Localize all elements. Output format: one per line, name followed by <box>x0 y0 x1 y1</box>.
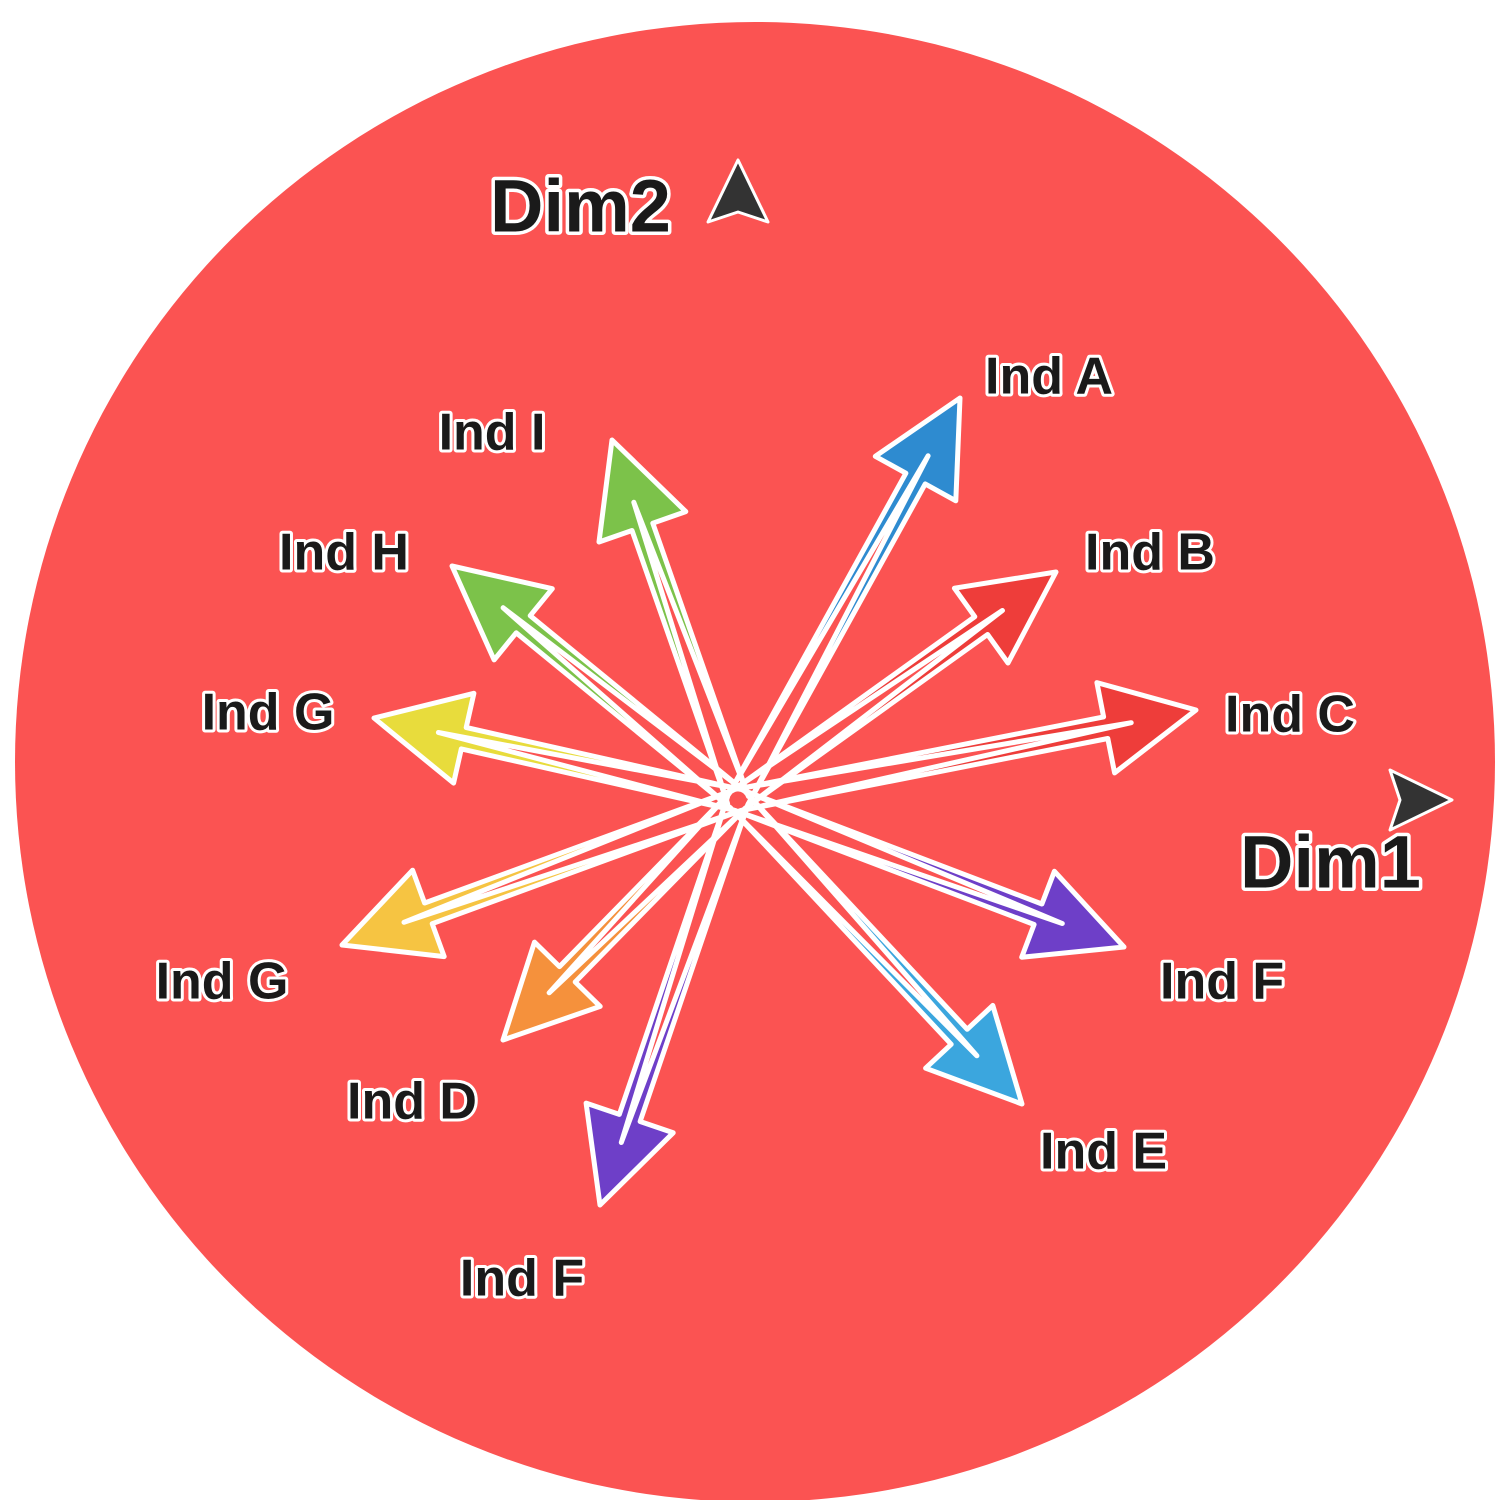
vector-label-ind-e: Ind E <box>1040 1123 1167 1181</box>
vector-arrow-ind-f-right <box>731 787 1127 960</box>
vector-labels: Ind A Ind B Ind C Ind F Ind E Ind F Ind D Ind G… <box>153 345 1358 1311</box>
vector-label-ind-b: Ind B <box>1085 524 1215 582</box>
vector-arrow-ind-e <box>727 790 1025 1107</box>
vector-arrow-ind-h <box>449 563 748 811</box>
axis-label-dim1: Dim1 <box>1240 821 1421 904</box>
vector-label-ind-g-lower: Ind G <box>156 953 289 1011</box>
vector-arrow-ind-g-upper <box>371 690 743 814</box>
vector-label-ind-d: Ind D <box>347 1073 477 1131</box>
vector-label-ind-g-upper: Ind G <box>202 684 335 742</box>
vector-arrow-ind-i <box>596 437 751 807</box>
vector-label-ind-f-bottom: Ind F <box>460 1250 584 1308</box>
vector-arrow-ind-g-lower <box>339 787 745 960</box>
vector-arrow-ind-b <box>729 569 1059 812</box>
vector-label-ind-i: Ind I <box>439 404 546 462</box>
vector-label-ind-h: Ind H <box>279 524 409 582</box>
vector-label-ind-c: Ind C <box>1225 686 1355 744</box>
axis-label-dim2: Dim2 <box>490 165 671 248</box>
vector-arrow-ind-c <box>733 680 1199 814</box>
vector-arrow-ind-a <box>725 395 963 808</box>
correlation-circle <box>15 22 1495 1500</box>
vector-label-ind-a: Ind A <box>985 348 1113 406</box>
vector-arrow-ind-d <box>500 789 749 1043</box>
vector-arrows <box>339 395 1199 1208</box>
vector-label-ind-f-right: Ind F <box>1160 953 1284 1011</box>
vector-arrow-ind-f-bottom <box>583 794 751 1208</box>
